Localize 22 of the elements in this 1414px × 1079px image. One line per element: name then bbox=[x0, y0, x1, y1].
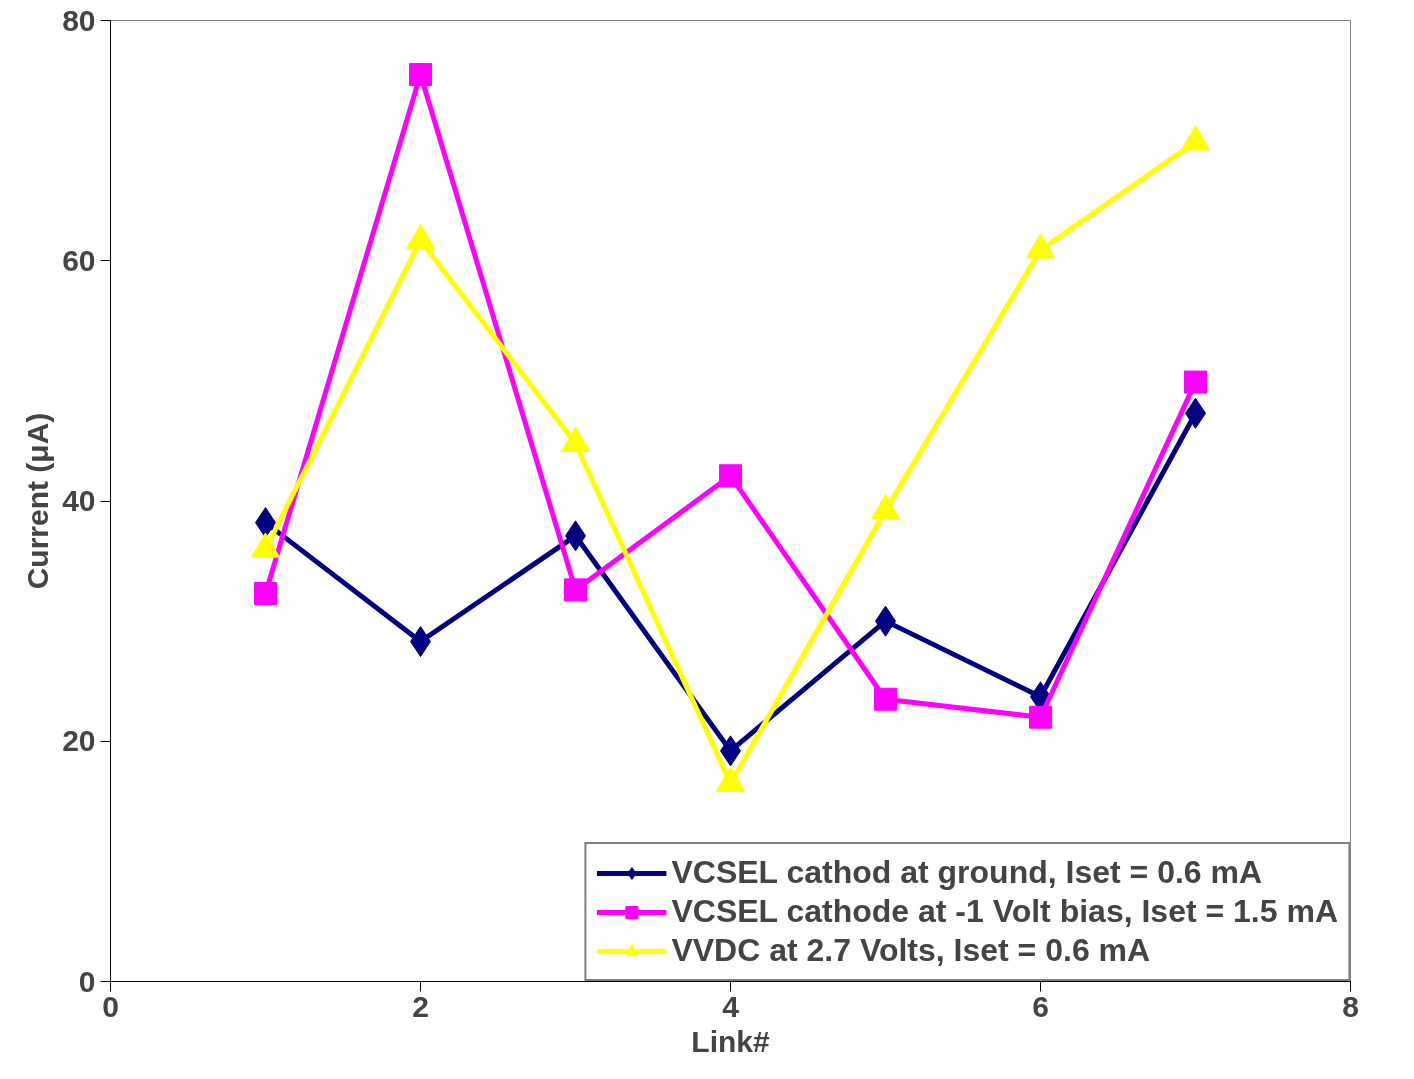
y-tick-label: 20 bbox=[62, 724, 96, 758]
point bbox=[1184, 370, 1207, 394]
legend-label: VVDC at 2.7 Volts, Iset = 0.6 mA bbox=[671, 932, 1151, 969]
y-tick-label: 80 bbox=[62, 3, 96, 37]
point bbox=[1029, 705, 1052, 729]
legend-label: VCSEL cathod at ground, Iset = 0.6 mA bbox=[671, 854, 1263, 891]
point bbox=[409, 63, 432, 87]
y-axis-title: Current (μA) bbox=[21, 412, 55, 590]
x-tick-label: 2 bbox=[412, 989, 429, 1023]
legend-label: VCSEL cathode at -1 Volt bias, Iset = 1.5 mA bbox=[671, 893, 1338, 930]
y-tick-label: 0 bbox=[78, 964, 96, 998]
x-tick-label: 8 bbox=[1342, 989, 1359, 1023]
point bbox=[874, 687, 897, 711]
x-tick-label: 0 bbox=[102, 989, 119, 1023]
point bbox=[254, 582, 277, 605]
x-tick-label: 6 bbox=[1032, 989, 1049, 1023]
x-axis-title: Link# bbox=[691, 1024, 770, 1058]
point bbox=[564, 578, 587, 602]
y-tick-label: 40 bbox=[62, 484, 96, 517]
y-tick-label: 60 bbox=[62, 243, 96, 277]
point bbox=[719, 464, 742, 488]
x-tick-label: 4 bbox=[722, 989, 740, 1023]
